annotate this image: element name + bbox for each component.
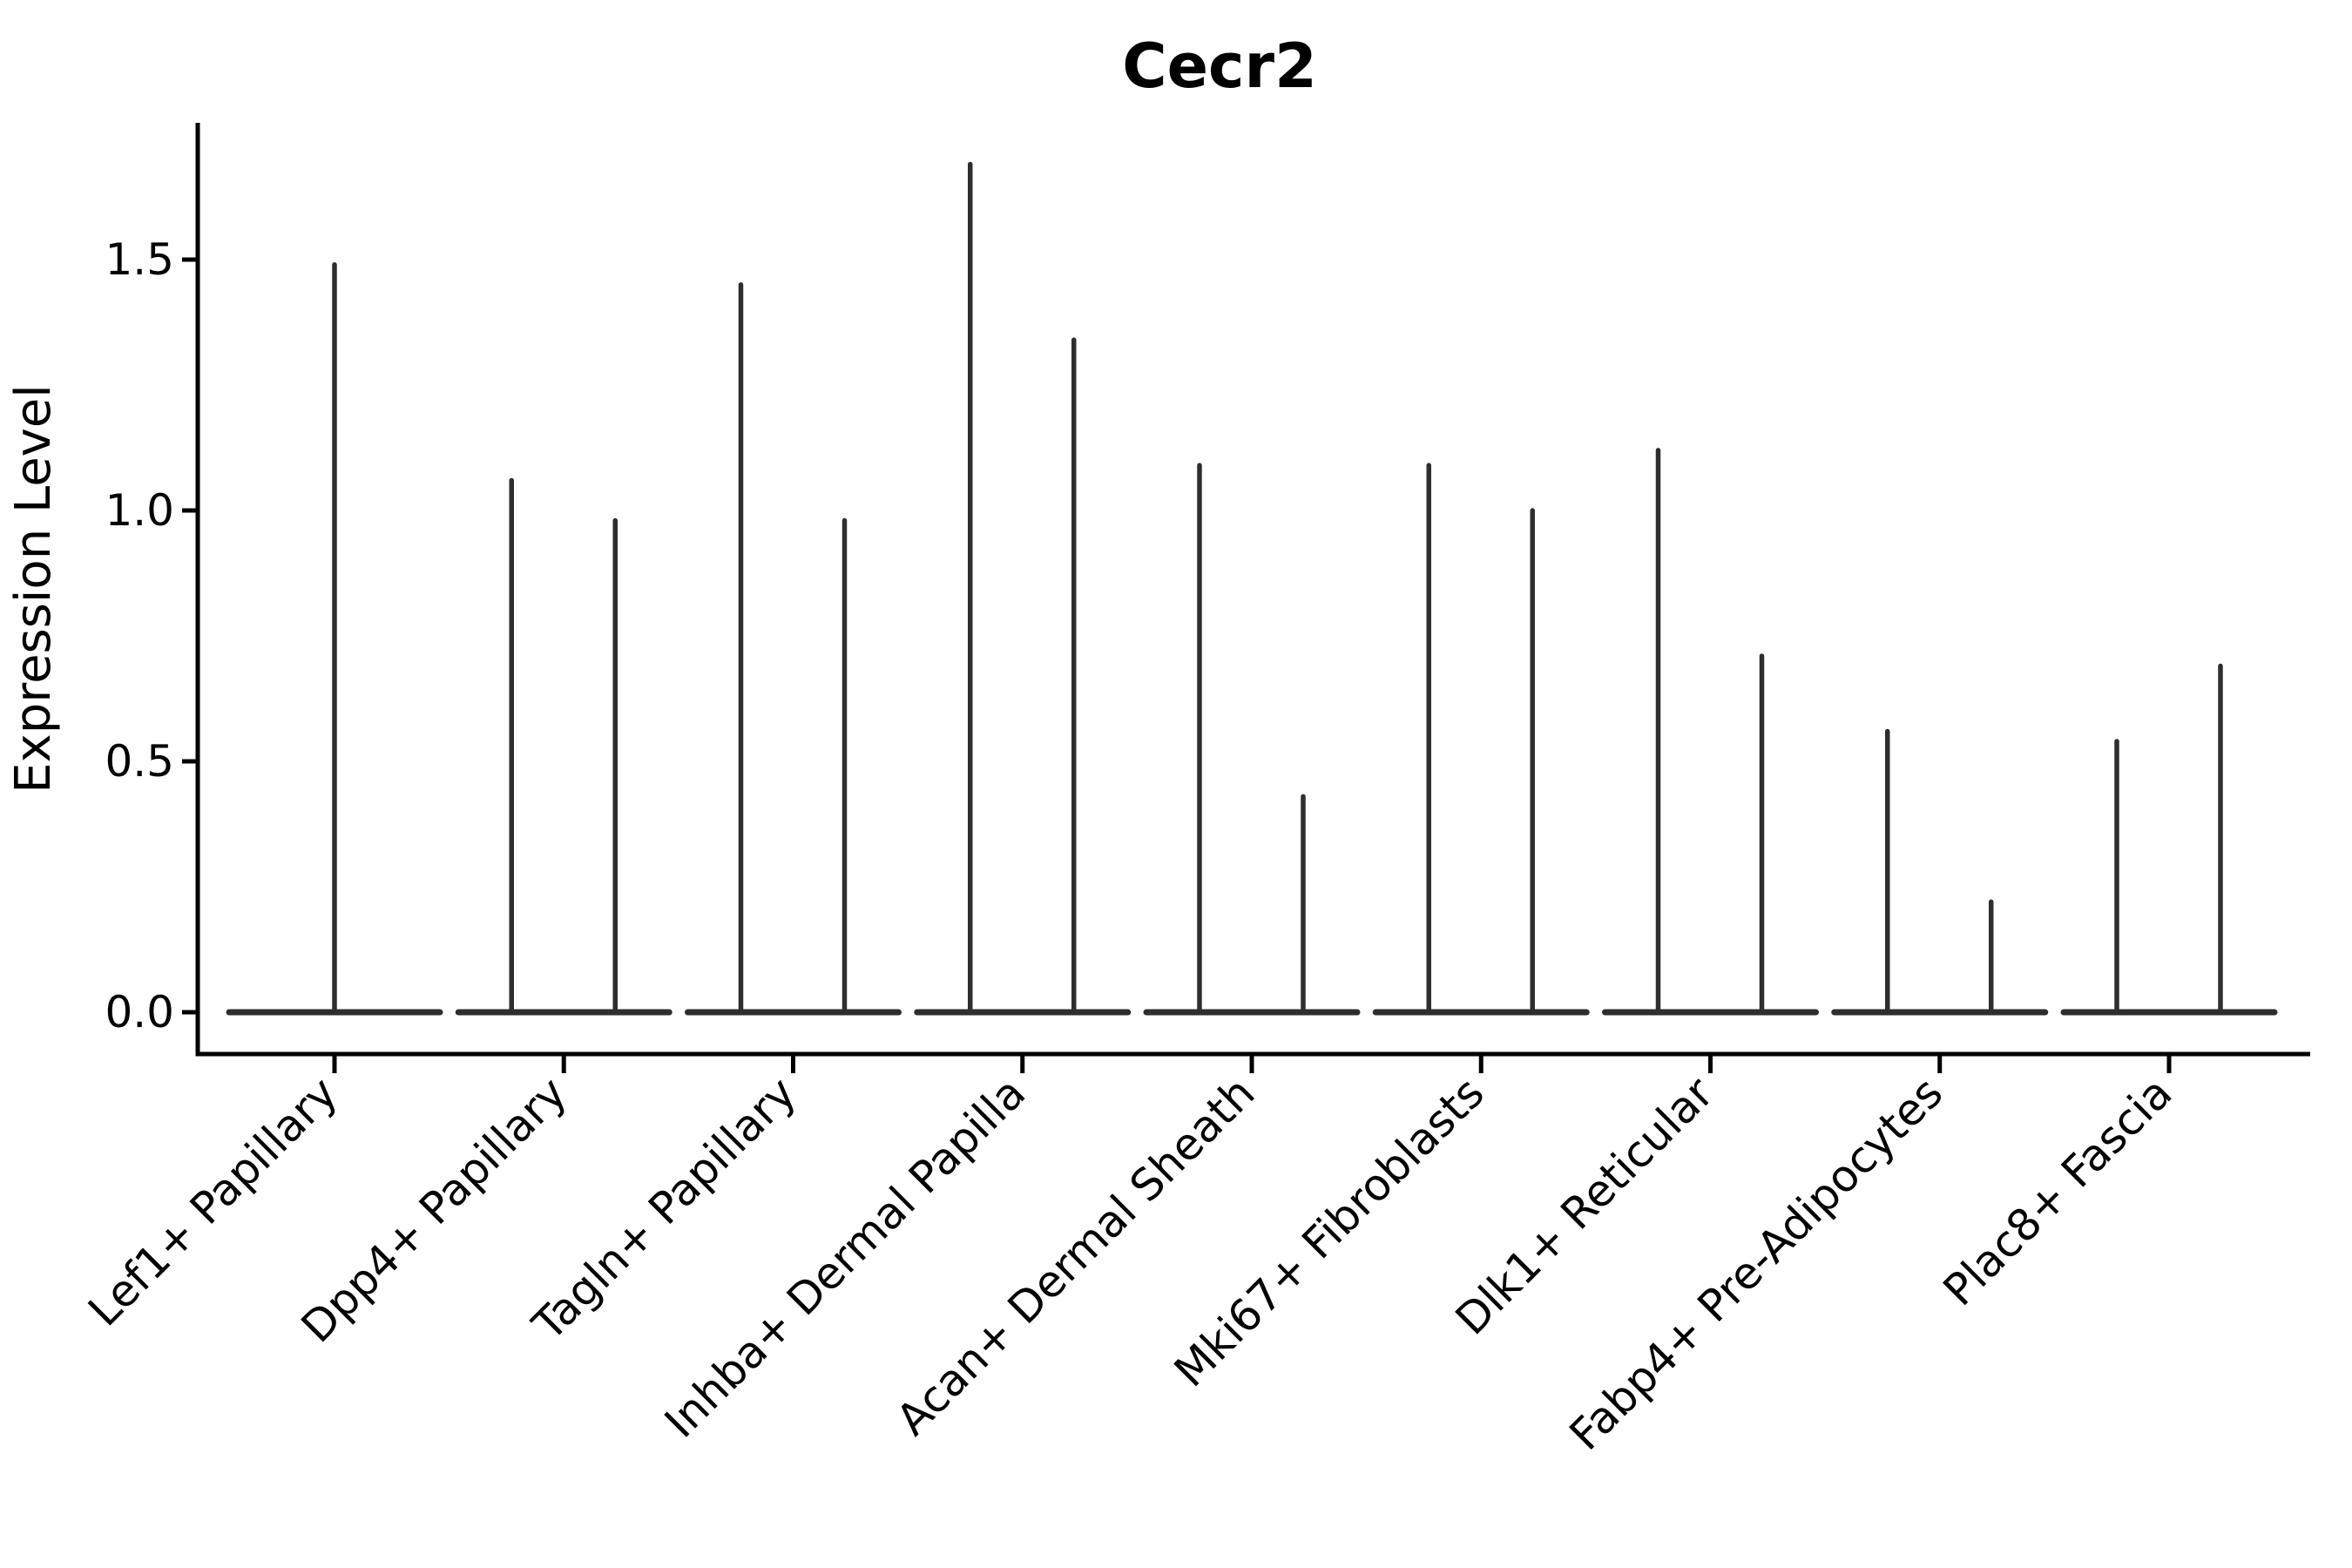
x-tick-label-7: Fabp4+ Pre-Adipocytes	[1560, 1067, 1953, 1460]
y-tick-label-2: 1.0	[105, 485, 174, 536]
y-tick-label-0: 0.0	[105, 987, 174, 1037]
y-tick-label-1: 0.5	[105, 736, 174, 787]
x-tick-label-0: Lef1+ Papillary	[78, 1067, 347, 1335]
y-tick-label-3: 1.5	[105, 234, 174, 285]
y-axis-label: Expression Level	[5, 384, 62, 794]
chart-title: Cecr2	[1122, 30, 1317, 102]
x-tick-label-8: Plac8+ Fascia	[1934, 1067, 2182, 1315]
